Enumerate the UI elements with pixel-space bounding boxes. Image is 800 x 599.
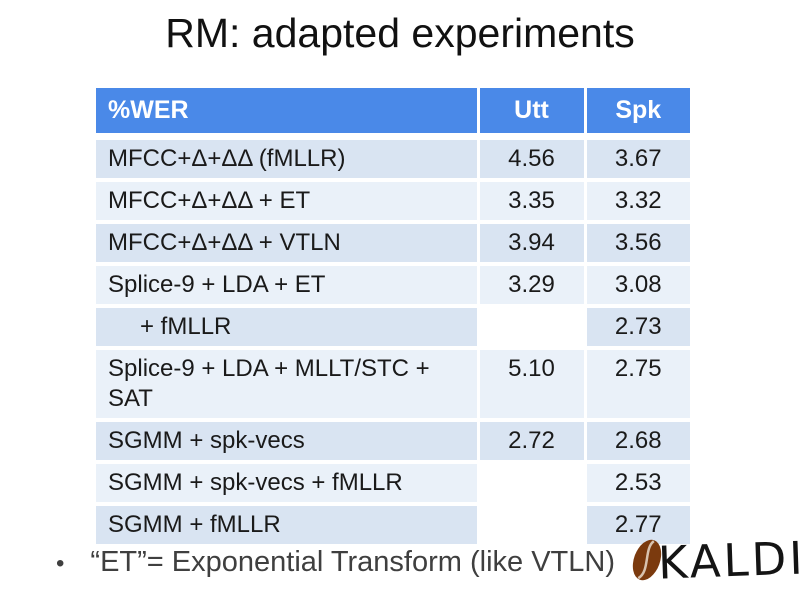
table-row: + fMLLR 2.73 (96, 306, 690, 348)
table-row: MFCC+Δ+ΔΔ + ET 3.35 3.32 (96, 180, 690, 222)
spk-wer-cell: 2.77 (583, 504, 690, 544)
model-label-cell: Splice-9 + LDA + MLLT/STC + SAT (96, 348, 478, 420)
model-label-cell: Splice-9 + LDA + ET (96, 264, 478, 306)
spk-wer-cell: 3.56 (583, 222, 690, 264)
table-row: SGMM + spk-vecs 2.72 2.68 (96, 420, 690, 462)
coffee-bean-icon (632, 539, 662, 581)
table-row: MFCC+Δ+ΔΔ + VTLN 3.94 3.56 (96, 222, 690, 264)
table-row: SGMM + fMLLR 2.77 (96, 504, 690, 544)
model-label-cell: SGMM + fMLLR (96, 504, 478, 544)
spk-wer-cell: 3.67 (583, 136, 690, 180)
kaldi-logo-text: KALDI (657, 530, 800, 590)
table-header-row: %WER Utt Spk (96, 88, 690, 140)
model-label-cell: SGMM + spk-vecs (96, 420, 478, 462)
spk-wer-cell: 2.68 (583, 420, 690, 462)
footnote-text: “ET”= Exponential Transform (like VTLN) (90, 546, 615, 578)
table-row: Splice-9 + LDA + ET 3.29 3.08 (96, 264, 690, 306)
model-label-cell: MFCC+Δ+ΔΔ + ET (96, 180, 478, 222)
col-header-spk: Spk (583, 88, 690, 140)
utt-wer-cell (476, 462, 585, 504)
kaldi-logo: KALDI (626, 528, 800, 592)
col-header-wer: %WER (96, 88, 478, 140)
spk-wer-cell: 2.53 (583, 462, 690, 504)
wer-results-table: %WER Utt Spk MFCC+Δ+ΔΔ (fMLLR) 4.56 3.67… (96, 88, 690, 544)
table-row: MFCC+Δ+ΔΔ (fMLLR) 4.56 3.67 (96, 136, 690, 180)
model-label-cell: + fMLLR (96, 306, 478, 348)
utt-wer-cell: 3.35 (476, 180, 585, 222)
model-label-cell: SGMM + spk-vecs + fMLLR (96, 462, 478, 504)
model-label-cell: MFCC+Δ+ΔΔ + VTLN (96, 222, 478, 264)
utt-wer-cell: 3.94 (476, 222, 585, 264)
model-label-cell: MFCC+Δ+ΔΔ (fMLLR) (96, 136, 478, 180)
utt-wer-cell (476, 306, 585, 348)
table-row: Splice-9 + LDA + MLLT/STC + SAT 5.10 2.7… (96, 348, 690, 420)
col-header-utt: Utt (476, 88, 585, 140)
bullet-marker: • (56, 550, 65, 577)
spk-wer-cell: 3.08 (583, 264, 690, 306)
footnote-bullet-line: • “ET”= Exponential Transform (like VTLN… (56, 546, 615, 579)
spk-wer-cell: 2.75 (583, 348, 690, 420)
utt-wer-cell (476, 504, 585, 544)
spk-wer-cell: 2.73 (583, 306, 690, 348)
utt-wer-cell: 3.29 (476, 264, 585, 306)
utt-wer-cell: 4.56 (476, 136, 585, 180)
utt-wer-cell: 2.72 (476, 420, 585, 462)
spk-wer-cell: 3.32 (583, 180, 690, 222)
table-row: SGMM + spk-vecs + fMLLR 2.53 (96, 462, 690, 504)
utt-wer-cell: 5.10 (476, 348, 585, 420)
slide-title: RM: adapted experiments (165, 10, 635, 56)
